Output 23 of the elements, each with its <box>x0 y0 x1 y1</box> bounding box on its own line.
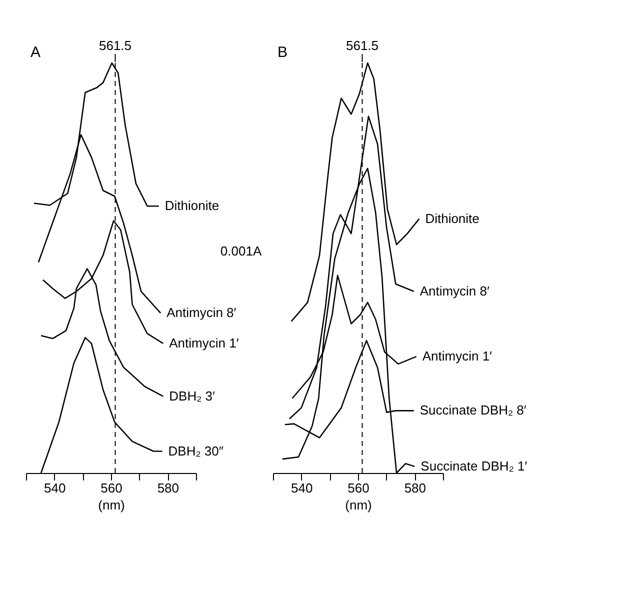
series-label: Dithionite <box>164 198 220 214</box>
x-tick-label: 560 <box>348 480 370 496</box>
x-tick-label: 580 <box>404 480 426 496</box>
x-tick-label: 560 <box>100 480 122 496</box>
ref-line-label: 561.5 <box>346 38 379 53</box>
text: 0.001A <box>220 244 262 259</box>
x-tick-label: 580 <box>157 480 180 496</box>
series-label: Antimycin 1′ <box>169 335 240 350</box>
x-axis-title: (nm) <box>345 498 372 512</box>
ref-line-label: 561.5 <box>98 38 132 53</box>
chart-title: A <box>30 44 41 61</box>
series-label: Antimycin 8′ <box>166 305 237 320</box>
x-tick-label: 540 <box>44 480 66 496</box>
series-label: Succinate DBH₂ 8′ <box>420 402 527 418</box>
chart-title: B <box>278 44 288 61</box>
series-label: Dithionite <box>425 210 480 226</box>
series-label: DBH₂ 3′ <box>169 388 216 404</box>
series-label: Antimycin 8′ <box>420 283 490 298</box>
x-tick-label: 540 <box>290 480 313 496</box>
x-axis-title: (nm) <box>98 498 125 512</box>
series-label: Succinate DBH₂ 1′ <box>420 458 528 474</box>
series-label: DBH₂ 30″ <box>168 443 224 458</box>
series-label: Antimycin 1′ <box>422 348 493 364</box>
